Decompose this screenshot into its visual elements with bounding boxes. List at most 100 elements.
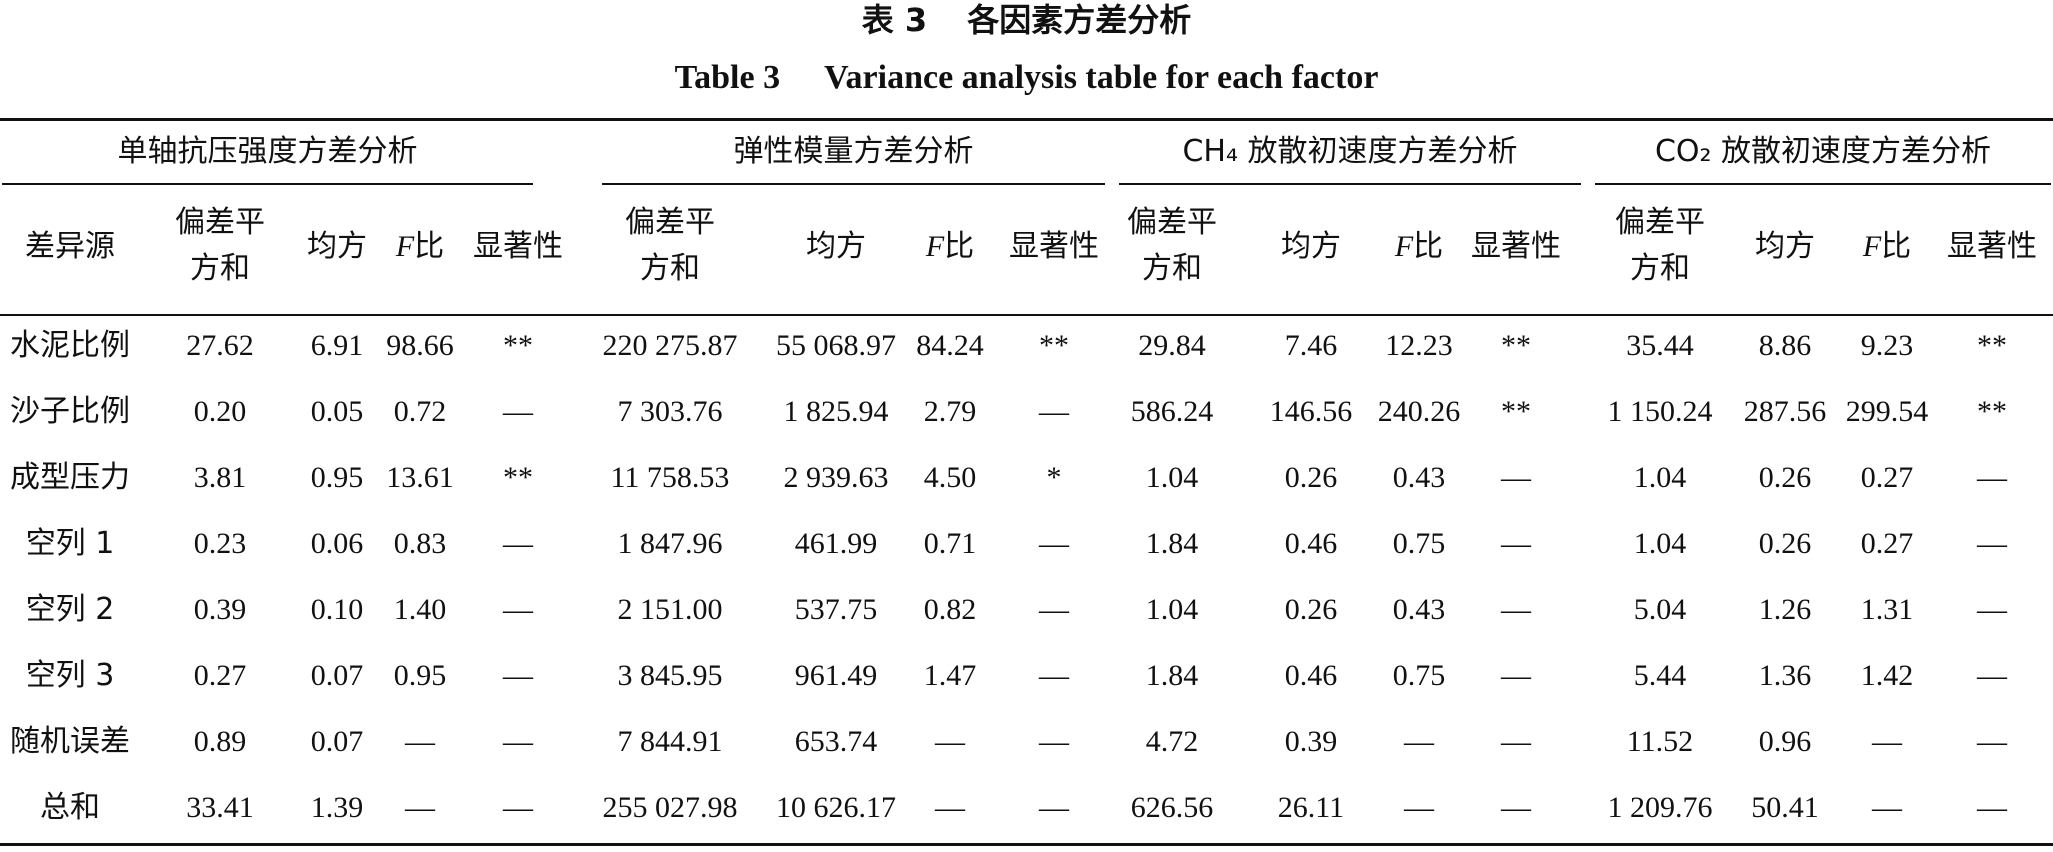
table-cell: 11 758.53 (610, 461, 730, 494)
table-cell: 0.05 (310, 395, 364, 428)
table-cell: 1.47 (923, 659, 977, 692)
table-cell: — (1977, 461, 2007, 494)
column-header-sum-of-squares: 偏差平 方和 (1590, 200, 1730, 292)
table-cell: — (1501, 593, 1531, 626)
table-cell: — (1501, 791, 1531, 824)
table-cell: 1 825.94 (783, 395, 889, 428)
table-cell: 0.89 (193, 725, 247, 758)
table-bottom-rule (0, 843, 2053, 846)
header-line: 方和 (1142, 251, 1202, 286)
table-cell: — (503, 527, 533, 560)
table-cell: 1.84 (1145, 527, 1199, 560)
table-cell: 1.40 (393, 593, 447, 626)
header-line: 偏差平 (1127, 205, 1217, 240)
table-cell: 1 209.76 (1607, 791, 1713, 824)
column-header-significance: 显著性 (1009, 229, 1099, 264)
header-line: 方和 (190, 251, 250, 286)
table-cell: 0.43 (1392, 593, 1446, 626)
table-cell: — (1977, 725, 2007, 758)
table-cell: 3 845.95 (617, 659, 723, 692)
table-cell: 287.56 (1743, 395, 1827, 428)
table-cell: — (1501, 725, 1531, 758)
table-cell: 0.27 (1860, 461, 1914, 494)
row-label: 随机误差 (10, 724, 130, 759)
column-header-f-ratio: F比 (900, 227, 1000, 267)
table-cell: — (503, 395, 533, 428)
table-cell: — (1501, 527, 1531, 560)
table-cell: 7.46 (1284, 329, 1338, 362)
table-number-en: Table 3 (674, 59, 781, 96)
table-cell: — (1404, 791, 1434, 824)
group-header: 弹性模量方差分析 (733, 134, 974, 169)
table-caption-en: Table 3 Variance analysis table for each … (0, 56, 2053, 100)
table-cell: 0.39 (193, 593, 247, 626)
table-cell: 0.75 (1392, 659, 1446, 692)
table-cell: 653.74 (794, 725, 878, 758)
table-cell: 55 068.97 (776, 329, 896, 362)
table-cell: 0.23 (193, 527, 247, 560)
table-cell: 1.42 (1860, 659, 1914, 692)
column-header-mean-square: 均方 (806, 229, 866, 264)
table-cell: 961.49 (794, 659, 878, 692)
table-cell: ** (1501, 329, 1531, 362)
column-header-significance: 显著性 (1471, 229, 1561, 264)
row-label: 空列 2 (25, 592, 115, 627)
header-line: 偏差平 (625, 205, 715, 240)
table-cell: 1 150.24 (1607, 395, 1713, 428)
table-cell: 12.23 (1385, 329, 1453, 362)
table-cell: 5.44 (1633, 659, 1687, 692)
table-cell: 3.81 (193, 461, 247, 494)
table-cell: 0.27 (1860, 527, 1914, 560)
table-cell: 4.50 (923, 461, 977, 494)
table-cell: 1.84 (1145, 659, 1199, 692)
table-cell: 11.52 (1626, 725, 1694, 758)
table-caption-cn: 表 3 各因素方差分析 (0, 0, 2053, 40)
table-cell: 0.39 (1284, 725, 1338, 758)
table-cell: 0.10 (310, 593, 364, 626)
table-cell: — (1039, 527, 1069, 560)
table-cell: ** (503, 329, 533, 362)
header-line: 方和 (640, 251, 700, 286)
header-line: 方和 (1630, 251, 1690, 286)
f-suffix: 比 (414, 229, 445, 264)
table-cell: 0.82 (923, 593, 977, 626)
table-cell: 0.07 (310, 659, 364, 692)
table-cell: — (503, 725, 533, 758)
table-cell: 2 939.63 (783, 461, 889, 494)
table-header-rule (0, 314, 2053, 316)
table-cell: 1.36 (1758, 659, 1812, 692)
table-cell: 146.56 (1269, 395, 1353, 428)
group-header: CO₂ 放散初速度方差分析 (1654, 134, 1992, 169)
table-cell: — (1872, 791, 1902, 824)
column-header-significance: 显著性 (1947, 229, 2037, 264)
group-underline (602, 183, 1105, 185)
table-cell: 0.20 (193, 395, 247, 428)
table-cell: 4.72 (1145, 725, 1199, 758)
table-cell: 0.07 (310, 725, 364, 758)
table-cell: — (405, 791, 435, 824)
row-label: 总和 (40, 790, 100, 825)
table-cell: 1.31 (1860, 593, 1914, 626)
table-cell: 2.79 (923, 395, 977, 428)
table-cell: 1.04 (1145, 593, 1199, 626)
table-cell: 537.75 (794, 593, 878, 626)
table-cell: 0.46 (1284, 659, 1338, 692)
table-cell: 0.71 (923, 527, 977, 560)
table-title-cn: 各因素方差分析 (967, 1, 1192, 39)
table-cell: 26.11 (1277, 791, 1345, 824)
table-cell: 0.46 (1284, 527, 1338, 560)
table-cell: 10 626.17 (776, 791, 896, 824)
table-cell: — (1501, 461, 1531, 494)
group-underline (2, 183, 533, 185)
column-header-sum-of-squares: 偏差平 方和 (1102, 200, 1242, 292)
f-suffix: 比 (1881, 229, 1912, 264)
row-label: 空列 1 (25, 526, 115, 561)
table-cell: — (1039, 659, 1069, 692)
column-header-source: 差异源 (25, 229, 115, 264)
table-cell: 1 847.96 (617, 527, 723, 560)
group-header: CH₄ 放散初速度方差分析 (1182, 134, 1518, 169)
table-cell: 240.26 (1377, 395, 1461, 428)
table-top-rule (0, 118, 2053, 121)
row-label: 成型压力 (10, 460, 130, 495)
f-symbol: F (1394, 230, 1414, 263)
